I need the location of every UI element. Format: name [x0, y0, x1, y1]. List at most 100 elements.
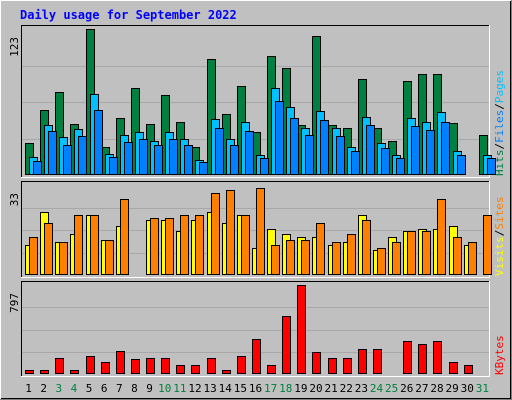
bar-kbytes-day-10: [161, 358, 170, 374]
bar-sites-day-26: [407, 231, 416, 275]
bar-sites-day-13: [211, 193, 220, 275]
x-tick-label-day-26: 26: [400, 382, 413, 395]
x-tick-label-day-21: 21: [325, 382, 338, 395]
bar-pages-day-17: [275, 101, 284, 175]
bar-pages-day-19: [305, 135, 314, 175]
bar-kbytes-day-23: [358, 349, 367, 374]
bar-pages-day-20: [320, 120, 329, 175]
bar-pages-day-2: [48, 131, 57, 175]
panels-layer: 123Hits/Files/Pages33Visits/Sites797KByt…: [8, 25, 506, 377]
bar-pages-day-9: [154, 145, 163, 175]
x-tick-label-day-6: 6: [101, 382, 108, 395]
x-tick-label-day-14: 14: [219, 382, 233, 395]
bar-sites-day-19: [301, 240, 310, 275]
bar-pages-day-14: [230, 145, 239, 175]
x-tick-label-day-20: 20: [309, 382, 322, 395]
y-max-label: 797: [8, 293, 21, 313]
legend-item: Visits: [493, 236, 506, 276]
bar-pages-day-29: [457, 155, 466, 175]
bar-sites-day-12: [195, 215, 204, 275]
bar-kbytes-day-7: [116, 351, 125, 374]
chart-title: Daily usage for September 2022: [20, 8, 237, 22]
bar-kbytes-day-13: [207, 358, 216, 374]
panel-legend: Visits/Sites: [493, 197, 506, 277]
bar-pages-day-4: [78, 136, 87, 175]
bar-pages-day-13: [215, 128, 224, 175]
bar-pages-day-23: [366, 125, 375, 175]
bar-pages-day-8: [139, 139, 148, 175]
bar-pages-day-24: [381, 148, 390, 175]
bar-pages-day-31: [487, 158, 496, 175]
bar-sites-day-25: [392, 242, 401, 275]
bar-pages-day-11: [184, 145, 193, 175]
bar-kbytes-day-20: [312, 352, 321, 374]
x-tick-label-day-19: 19: [294, 382, 307, 395]
bar-kbytes-day-30: [464, 365, 473, 374]
bar-sites-day-22: [347, 234, 356, 275]
bar-pages-day-12: [199, 162, 208, 175]
bar-sites-day-24: [377, 248, 386, 275]
x-tick-label-day-4: 4: [71, 382, 78, 395]
bar-sites-day-1: [29, 237, 38, 275]
legend-item: Pages: [493, 70, 506, 103]
bar-pages-day-16: [260, 158, 269, 175]
bar-sites-day-17: [271, 245, 280, 275]
bar-pages-day-18: [290, 118, 299, 175]
bar-sites-day-18: [286, 240, 295, 275]
legend-item: Sites: [493, 197, 506, 230]
legend-item: /: [493, 143, 506, 150]
legend-item: KBytes: [493, 335, 506, 375]
x-tick-label-day-30: 30: [461, 382, 474, 395]
bar-kbytes-day-21: [328, 358, 337, 374]
legend-item: Files: [493, 110, 506, 143]
bar-pages-day-26: [411, 126, 420, 175]
x-tick-label-day-28: 28: [430, 382, 443, 395]
bar-kbytes-day-17: [267, 365, 276, 374]
bar-pages-day-6: [109, 157, 118, 175]
x-tick-label-day-12: 12: [188, 382, 201, 395]
x-tick-label-day-17: 17: [264, 382, 277, 395]
bar-sites-day-30: [468, 242, 477, 275]
bar-sites-day-21: [332, 242, 341, 275]
bar-kbytes-day-3: [55, 358, 64, 374]
x-tick-label-day-22: 22: [340, 382, 353, 395]
bar-kbytes-day-6: [101, 362, 110, 374]
x-tick-label-day-16: 16: [249, 382, 262, 395]
bar-pages-day-3: [63, 145, 72, 175]
x-tick-label-day-23: 23: [355, 382, 368, 395]
bar-pages-day-21: [336, 136, 345, 175]
bar-kbytes-day-12: [191, 365, 200, 374]
bar-kbytes-day-18: [282, 316, 291, 374]
bar-sites-day-20: [316, 223, 325, 275]
legend-item: Hits: [493, 150, 506, 177]
panel-legend: Hits/Files/Pages: [493, 70, 506, 176]
bar-kbytes-day-8: [131, 359, 140, 374]
panel-visits-sites: 33 Visits/Sites: [8, 181, 506, 278]
panel-kbytes: 797 KBytes: [8, 281, 506, 377]
x-tick-label-day-27: 27: [415, 382, 428, 395]
bar-pages-day-10: [169, 139, 178, 175]
x-tick-label-day-11: 11: [173, 382, 186, 395]
bar-pages-day-28: [441, 122, 450, 175]
bar-sites-day-29: [453, 237, 462, 275]
bar-pages-day-1: [33, 161, 42, 175]
x-tick-label-day-8: 8: [131, 382, 138, 395]
y-max-label: 123: [8, 37, 21, 57]
bar-sites-day-31: [483, 215, 492, 275]
bar-kbytes-day-14: [222, 370, 231, 374]
x-tick-label-day-9: 9: [146, 382, 153, 395]
bar-kbytes-day-15: [237, 356, 246, 374]
legend-item: /: [493, 230, 506, 237]
bar-pages-day-27: [426, 130, 435, 175]
x-tick-label-day-13: 13: [203, 382, 216, 395]
bar-sites-day-9: [150, 218, 159, 275]
x-tick-label-day-25: 25: [385, 382, 398, 395]
x-tick-label-day-29: 29: [446, 382, 459, 395]
x-tick-label-day-10: 10: [158, 382, 171, 395]
legend-item: /: [493, 103, 506, 110]
x-tick-label-day-15: 15: [234, 382, 247, 395]
bar-kbytes-day-22: [343, 358, 352, 374]
bar-kbytes-day-29: [449, 362, 458, 374]
bar-sites-day-23: [362, 220, 371, 275]
